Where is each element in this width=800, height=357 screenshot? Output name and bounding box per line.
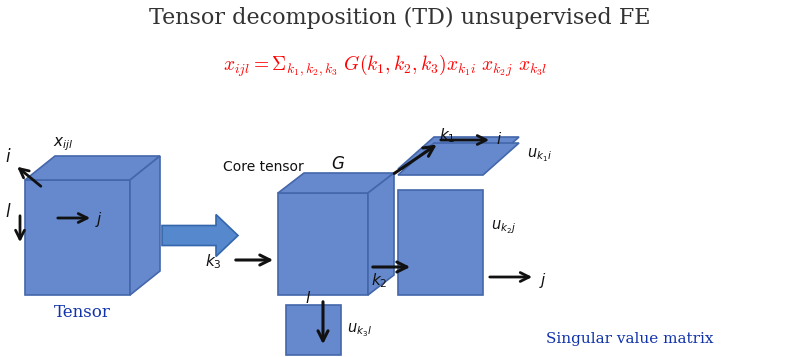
Polygon shape bbox=[162, 215, 238, 256]
Text: $x_{ijl} = \Sigma_{k_1,k_2,k_3}\ G(k_1,k_2,k_3)x_{k_1i}\ x_{k_2j}\ x_{k_3l}$: $x_{ijl} = \Sigma_{k_1,k_2,k_3}\ G(k_1,k… bbox=[222, 52, 547, 79]
Text: $i$: $i$ bbox=[496, 131, 502, 147]
Text: Tensor: Tensor bbox=[54, 304, 111, 321]
Text: Tensor decomposition (TD) unsupervised FE: Tensor decomposition (TD) unsupervised F… bbox=[150, 7, 650, 29]
Text: $k_1$: $k_1$ bbox=[439, 126, 455, 145]
Text: $l$: $l$ bbox=[5, 203, 11, 221]
Text: $i$: $i$ bbox=[5, 148, 11, 166]
Polygon shape bbox=[398, 137, 519, 169]
Text: $k_2$: $k_2$ bbox=[371, 271, 387, 290]
Polygon shape bbox=[398, 143, 519, 175]
Polygon shape bbox=[278, 193, 368, 295]
Text: $k_3$: $k_3$ bbox=[205, 252, 222, 271]
Polygon shape bbox=[398, 190, 483, 295]
Text: $G$: $G$ bbox=[331, 155, 345, 173]
Text: Singular value matrix: Singular value matrix bbox=[546, 332, 714, 346]
Text: Core tensor: Core tensor bbox=[223, 160, 304, 174]
Polygon shape bbox=[25, 156, 160, 180]
Polygon shape bbox=[286, 305, 341, 355]
Text: $j$: $j$ bbox=[95, 210, 103, 229]
Text: $u_{k_2j}$: $u_{k_2j}$ bbox=[491, 218, 516, 236]
Polygon shape bbox=[368, 173, 394, 295]
Polygon shape bbox=[278, 173, 394, 193]
Text: $j$: $j$ bbox=[539, 271, 547, 290]
Text: $u_{k_1i}$: $u_{k_1i}$ bbox=[527, 146, 552, 164]
Polygon shape bbox=[25, 180, 130, 295]
Polygon shape bbox=[130, 156, 160, 295]
Text: $x_{ijl}$: $x_{ijl}$ bbox=[53, 135, 74, 153]
Text: $l$: $l$ bbox=[305, 290, 311, 306]
Text: $u_{k_3l}$: $u_{k_3l}$ bbox=[347, 321, 372, 339]
